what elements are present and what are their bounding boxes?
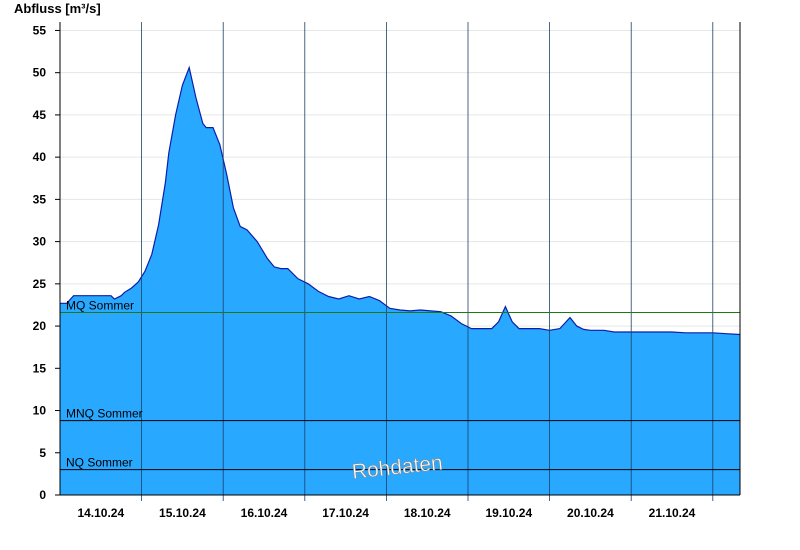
y-tick-label-0: 0 — [39, 488, 46, 502]
y-tick-label-55: 55 — [33, 23, 47, 37]
reference-lines: MQ Sommer MNQ Sommer NQ Sommer — [60, 299, 740, 471]
y-tick-label-25: 25 — [33, 277, 47, 291]
axes — [59, 22, 741, 496]
x-tick-label-6: 20.10.24 — [567, 506, 614, 520]
x-tick-label-0: 14.10.24 — [77, 506, 124, 520]
y-tick-label-30: 30 — [33, 235, 47, 249]
y-axis-label: Abfluss [m³/s] — [14, 1, 101, 16]
y-tick-labels: 0 5 10 15 20 25 30 35 40 45 50 55 — [33, 23, 60, 502]
y-tick-label-20: 20 — [33, 319, 47, 333]
x-tick-label-3: 17.10.24 — [322, 506, 369, 520]
x-tick-label-4: 18.10.24 — [404, 506, 451, 520]
y-tick-label-15: 15 — [33, 361, 47, 375]
discharge-line — [60, 65, 741, 336]
discharge-area — [60, 67, 740, 495]
ref-label-0: MQ Sommer — [66, 299, 134, 313]
y-tick-label-40: 40 — [33, 150, 47, 164]
x-tick-label-7: 21.10.24 — [649, 506, 696, 520]
y-tick-label-35: 35 — [33, 192, 47, 206]
y-tick-label-50: 50 — [33, 66, 47, 80]
y-tick-label-10: 10 — [33, 404, 47, 418]
y-tick-label-5: 5 — [39, 446, 46, 460]
x-tick-label-2: 16.10.24 — [241, 506, 288, 520]
x-tick-label-5: 19.10.24 — [485, 506, 532, 520]
x-tick-labels: 14.10.24 15.10.24 16.10.24 17.10.24 18.10.24… — [77, 506, 695, 520]
y-tick-label-45: 45 — [33, 108, 47, 122]
ref-label-2: NQ Sommer — [66, 456, 133, 470]
ref-label-1: MNQ Sommer — [66, 407, 143, 421]
x-tick-label-1: 15.10.24 — [159, 506, 206, 520]
